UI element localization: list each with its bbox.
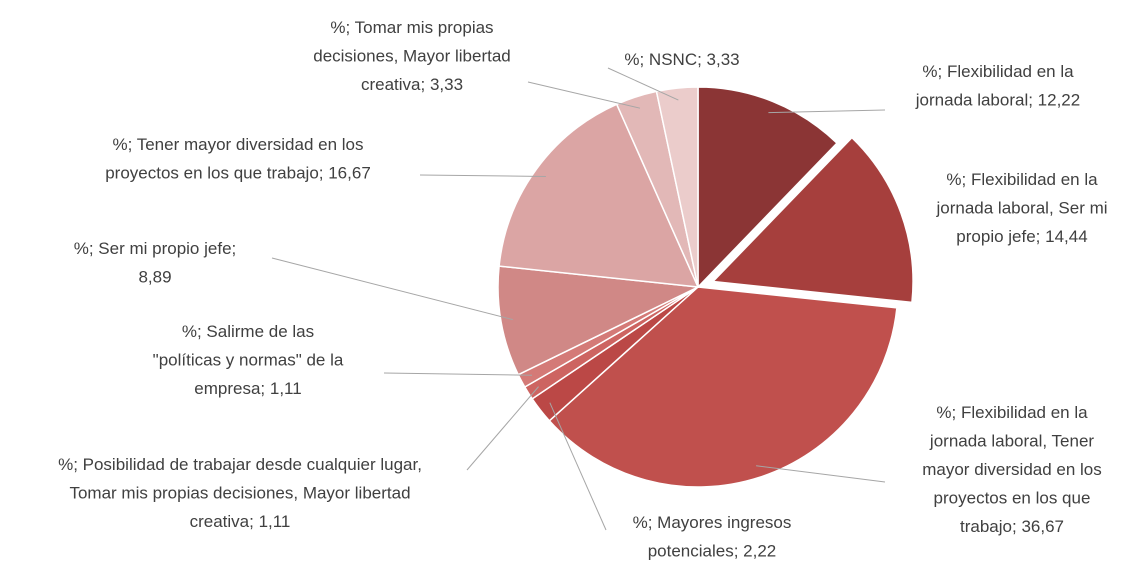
data-labels-layer: %; Flexibilidad en la jornada laboral; 12…	[58, 18, 1107, 561]
data-label-line: potenciales; 2,22	[648, 542, 777, 561]
data-label-line: proyectos en los que trabajo; 16,67	[105, 164, 371, 183]
data-label-line: %; Flexibilidad en la	[946, 170, 1098, 189]
data-label-line: %; Flexibilidad en la	[922, 62, 1074, 81]
leader-lines-layer	[271, 67, 886, 531]
data-label: %; Tomar mis propias decisiones, Mayor li…	[313, 18, 510, 94]
data-label: %; NSNC; 3,33	[624, 50, 739, 69]
data-label-line: Tomar mis propias decisiones, Mayor libe…	[69, 484, 410, 503]
data-label: %; Tener mayor diversidad en los proyecto…	[105, 135, 371, 183]
data-label-line: creativa; 1,11	[190, 512, 291, 531]
data-label: %; Posibilidad de trabajar desde cualqui…	[58, 455, 422, 531]
pie-slice	[497, 265, 701, 376]
leader-line	[756, 465, 886, 483]
data-label-line: jornada laboral; 12,22	[915, 91, 1080, 110]
data-label: %; Flexibilidad en la jornada laboral, Te…	[922, 403, 1102, 536]
leader-line	[768, 109, 886, 114]
data-label-line: %; Tomar mis propias	[330, 18, 493, 37]
data-label: %; Ser mi propio jefe; 8,89	[74, 239, 237, 287]
data-label-line: 8,89	[138, 268, 171, 287]
data-label-line: trabajo; 36,67	[960, 517, 1064, 536]
data-label-line: "políticas y normas" de la	[153, 351, 344, 370]
data-label-line: mayor diversidad en los	[922, 460, 1102, 479]
pie-slice	[548, 286, 898, 488]
data-label-line: jornada laboral, Ser mi	[935, 199, 1107, 218]
data-label-line: %; Flexibilidad en la	[936, 403, 1088, 422]
data-label: %; Salirme de las "políticas y normas" de…	[153, 322, 344, 398]
leader-line	[527, 81, 641, 109]
data-label-line: jornada laboral, Tener	[929, 432, 1094, 451]
data-label-line: %; Ser mi propio jefe;	[74, 239, 237, 258]
data-label-line: proyectos en los que	[934, 489, 1091, 508]
data-label: %; Flexibilidad en la jornada laboral, Se…	[935, 170, 1107, 246]
pie-slice	[711, 136, 914, 304]
data-label: %; Flexibilidad en la jornada laboral; 12…	[915, 62, 1080, 110]
data-label-line: %; Mayores ingresos	[633, 513, 792, 532]
data-label-line: %; Posibilidad de trabajar desde cualqui…	[58, 455, 422, 474]
data-label-line: creativa; 3,33	[361, 75, 463, 94]
data-label: %; Mayores ingresos potenciales; 2,22	[633, 513, 792, 561]
data-label-line: decisiones, Mayor libertad	[313, 47, 510, 66]
pie-slice	[498, 103, 700, 288]
leader-line	[549, 402, 607, 531]
slices-layer	[497, 86, 914, 488]
leader-line	[383, 372, 533, 376]
data-label-line: %; Tener mayor diversidad en los	[112, 135, 363, 154]
leader-line	[607, 67, 679, 101]
data-label-line: %; Salirme de las	[182, 322, 314, 341]
leader-line	[466, 386, 539, 471]
data-label-line: empresa; 1,11	[194, 379, 301, 398]
pie-slice	[697, 86, 838, 289]
pie-slice	[655, 86, 699, 288]
data-label-line: propio jefe; 14,44	[956, 227, 1087, 246]
data-label-line: %; NSNC; 3,33	[624, 50, 739, 69]
leader-line	[271, 257, 513, 321]
leader-line	[419, 174, 546, 177]
